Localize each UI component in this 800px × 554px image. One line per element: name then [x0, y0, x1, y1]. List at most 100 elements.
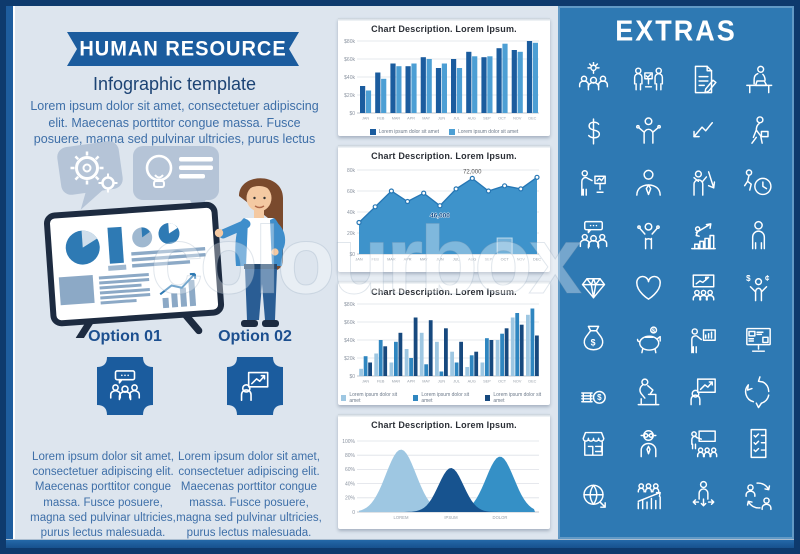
- extras-panel: EXTRAS $ ¢ $ $ $: [558, 6, 794, 539]
- svg-text:OCT: OCT: [501, 258, 510, 262]
- chart-card-bar-monthly: Chart Description. Lorem Ipsum. $80k $60k…: [338, 18, 550, 136]
- svg-text:JUL: JUL: [453, 258, 460, 262]
- meeting-presentation-icon: [621, 53, 676, 105]
- svg-text:JUL: JUL: [453, 380, 460, 384]
- chart-title: Chart Description. Lorem Ipsum.: [371, 23, 517, 35]
- option-1-badge: [93, 354, 157, 418]
- whiteboard: [43, 201, 225, 338]
- svg-text:NOV: NOV: [517, 258, 526, 262]
- person-bar-chart-icon: [676, 313, 731, 365]
- svg-text:MAY: MAY: [422, 380, 430, 384]
- diamond-icon: [566, 261, 621, 313]
- svg-text:100%: 100%: [342, 439, 355, 445]
- svg-text:SEP: SEP: [483, 117, 491, 121]
- team-growth-chart-icon: [621, 469, 676, 521]
- person-walking-briefcase-icon: [731, 105, 786, 157]
- svg-text:DEC: DEC: [528, 380, 536, 384]
- svg-text:20%: 20%: [345, 496, 356, 502]
- chart-card-grouped-bar: Chart Description. Lorem Ipsum. $80k $60k…: [338, 281, 550, 405]
- bar-chart: $80k $60k $40k $20k $0 JAN FEB MAR APR MAY JUN JUL A…: [341, 35, 547, 135]
- option-2-label: Option 02: [218, 328, 292, 345]
- monitor-dashboard-icon: [731, 313, 786, 365]
- person-direction-arrows-icon: [676, 469, 731, 521]
- svg-text:$0: $0: [349, 111, 355, 117]
- chart-title: Chart Description. Lorem Ipsum.: [371, 419, 517, 431]
- svg-text:APR: APR: [407, 117, 415, 121]
- svg-text:$: $: [652, 328, 656, 334]
- presenter-illustration: [43, 141, 286, 338]
- svg-text:FEB: FEB: [371, 258, 379, 262]
- money-bag-icon: $: [566, 313, 621, 365]
- svg-text:40%: 40%: [345, 481, 356, 487]
- recycle-arrows-icon: [731, 365, 786, 417]
- businessman-bust-icon: [621, 157, 676, 209]
- svg-text:DOLOR: DOLOR: [493, 515, 508, 520]
- grouped-bar-chart: $80k $60k $40k $20k $0 JAN FEB MAR APR MAY JUN JUL A…: [341, 298, 547, 404]
- svg-text:$0: $0: [349, 374, 355, 380]
- svg-text:80%: 80%: [345, 453, 356, 459]
- legend-item: Lorem ipsum dolor sit amet: [341, 392, 403, 404]
- svg-text:80k: 80k: [347, 168, 356, 174]
- svg-text:APR: APR: [404, 258, 412, 262]
- svg-text:JAN: JAN: [362, 380, 369, 384]
- page-title: HUMAN RESOURCE: [79, 36, 287, 61]
- svg-text:$60k: $60k: [344, 57, 355, 63]
- globe-arrow-icon: [566, 469, 621, 521]
- svg-text:MAR: MAR: [387, 258, 396, 262]
- chart-card-distribution: Chart Description. Lorem Ipsum. 100% 80% 6…: [338, 414, 550, 529]
- chart-legend: Lorem ipsum dolor sit amet Lorem ipsum do…: [341, 129, 547, 135]
- chart-legend: Lorem ipsum dolor sit amet Lorem ipsum do…: [341, 392, 547, 404]
- checklist-document-icon: [731, 417, 786, 469]
- svg-text:SEP: SEP: [485, 258, 493, 262]
- svg-text:$80k: $80k: [344, 39, 355, 45]
- svg-text:72,000: 72,000: [463, 169, 482, 175]
- svg-text:60%: 60%: [345, 467, 356, 473]
- document-edit-icon: [676, 53, 731, 105]
- person-chart-arrow-icon: [240, 371, 269, 402]
- footer-band: [6, 539, 794, 548]
- extras-title: EXTRAS: [615, 15, 737, 47]
- svg-text:60k: 60k: [347, 189, 356, 195]
- option-2-paragraph: Lorem ipsum dolor sit amet, consectetuer…: [176, 451, 322, 539]
- svg-text:NOV: NOV: [513, 117, 522, 121]
- person-arrow-down-icon: [676, 157, 731, 209]
- svg-text:FEB: FEB: [377, 117, 385, 121]
- people-exchange-icon: [731, 469, 786, 521]
- person-presenting-monitor-icon: [566, 157, 621, 209]
- option-1-paragraph: Lorem ipsum dolor sit amet, consectetuer…: [30, 451, 176, 539]
- svg-text:AUG: AUG: [468, 117, 476, 121]
- svg-text:MAR: MAR: [392, 380, 401, 384]
- svg-text:MAY: MAY: [422, 117, 430, 121]
- arrow-decline-icon: [676, 105, 731, 157]
- person-running-clock-icon: [731, 157, 786, 209]
- team-speech-bubble-icon: [109, 370, 141, 401]
- svg-text:MAR: MAR: [392, 117, 401, 121]
- team-speech-bubble-icon: [566, 209, 621, 261]
- title-ribbon: HUMAN RESOURCE: [67, 32, 299, 66]
- extras-icon-grid: $ ¢ $ $ $: [566, 53, 786, 521]
- svg-text:JAN: JAN: [355, 258, 362, 262]
- svg-text:JUN: JUN: [436, 258, 444, 262]
- person-juggling-currency-icon: $ ¢: [731, 261, 786, 313]
- svg-text:$40k: $40k: [344, 338, 355, 344]
- person-glasses-icon: [621, 417, 676, 469]
- chart-card-area-trend: Chart Description. Lorem Ipsum. 80k 60k 40…: [338, 145, 550, 272]
- svg-text:$20k: $20k: [344, 356, 355, 362]
- svg-text:JUL: JUL: [453, 117, 460, 121]
- left-accent-stripe: [6, 6, 15, 548]
- legend-item: Lorem ipsum dolor sit amet: [485, 392, 547, 404]
- legend-item: Lorem ipsum dolor sit amet: [449, 129, 518, 135]
- presenter-woman: [214, 178, 286, 327]
- coins-dollar-icon: $: [566, 365, 621, 417]
- svg-text:APR: APR: [407, 380, 415, 384]
- svg-text:DEC: DEC: [528, 117, 536, 121]
- storefront-icon: [566, 417, 621, 469]
- person-desk-laptop-icon: [731, 53, 786, 105]
- option-2-badge: [223, 354, 287, 418]
- svg-text:$80k: $80k: [344, 302, 355, 308]
- svg-text:IPSUM: IPSUM: [444, 515, 458, 520]
- person-climbing-chart-icon: [676, 209, 731, 261]
- person-chart-arrow-icon: [676, 365, 731, 417]
- svg-text:40k: 40k: [347, 210, 356, 216]
